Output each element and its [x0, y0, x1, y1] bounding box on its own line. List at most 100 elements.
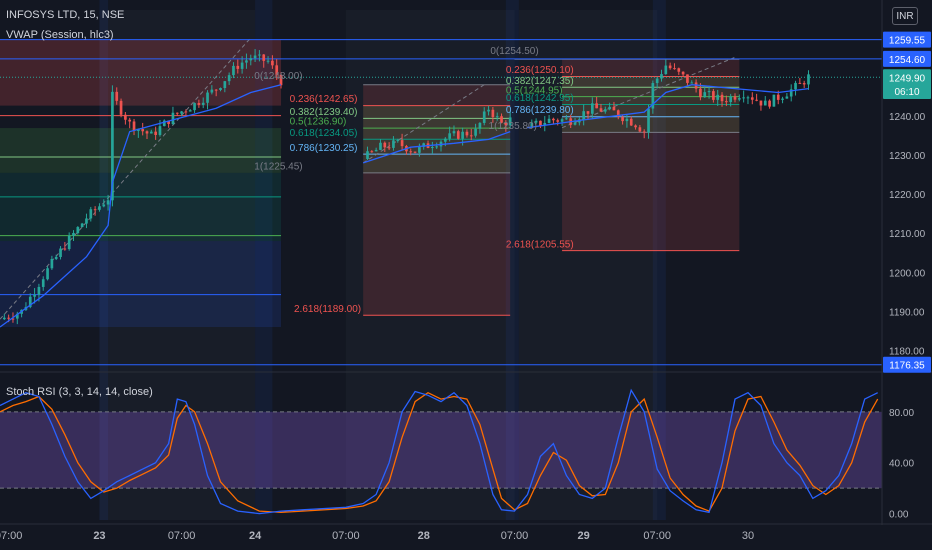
stoch-k-line [0, 388, 878, 515]
candle-body [197, 103, 201, 105]
candle-body [422, 143, 426, 147]
candle-body [789, 89, 793, 97]
candle-body [508, 117, 512, 126]
candle-body [582, 111, 586, 120]
candle-body [33, 294, 36, 297]
vwap-segment [0, 84, 282, 328]
candle-body [534, 120, 538, 123]
candle-body [794, 82, 797, 90]
candle-body [478, 122, 482, 129]
price-badge-label: 1249.90 [889, 73, 926, 84]
time-tick-label: 07:00 [332, 530, 360, 542]
candle-body [115, 91, 119, 101]
candle-body [461, 131, 464, 139]
session-band [345, 10, 515, 520]
candle-body [141, 129, 145, 132]
vwap-legend[interactable]: VWAP (Session, hlc3) [6, 29, 114, 41]
vwap-segment [527, 84, 809, 129]
candle-body [634, 125, 637, 128]
fib-level-label: 0.786(1239.80) [506, 105, 574, 116]
fib-zone [0, 39, 282, 106]
candle-body [266, 60, 270, 62]
currency-badge[interactable]: INR [892, 7, 918, 25]
session-marker [505, 0, 519, 520]
time-tick-label: 24 [249, 530, 262, 542]
price-tick-label: 1220.00 [889, 190, 926, 201]
candle-body [599, 108, 603, 112]
candle-body [379, 142, 382, 150]
fib-level-label: 0.5(1236.90) [290, 117, 347, 128]
price-tick-label: 1210.00 [889, 229, 926, 240]
candle-body [729, 96, 733, 103]
candle-body [530, 122, 534, 128]
stoch-rsi-legend[interactable]: Stoch RSI (3, 3, 14, 14, close) [6, 386, 153, 398]
stoch-tick-label: 80.00 [889, 408, 914, 419]
candle-body [603, 109, 607, 112]
candle-body [448, 133, 451, 139]
candle-body [85, 218, 88, 224]
candle-body [219, 88, 222, 90]
candle-body [124, 114, 127, 120]
candle-body [223, 81, 227, 89]
candle-body [2, 317, 6, 320]
candle-body [171, 112, 175, 124]
candle-body [737, 98, 741, 100]
candle-body [409, 151, 413, 153]
price-badge [883, 69, 931, 86]
symbol-title[interactable]: INFOSYS LTD, 15, NSE [6, 9, 125, 21]
time-tick-label: 07:00 [168, 530, 196, 542]
candle-body [543, 122, 547, 126]
candle-body [400, 140, 404, 147]
fib-zone [0, 128, 282, 173]
candle-body [755, 99, 758, 101]
price-tick-label: 1230.00 [889, 151, 926, 162]
candle-body [746, 97, 750, 99]
candle-body [608, 106, 611, 110]
candle-body [565, 118, 568, 120]
candle-body [37, 286, 41, 295]
candle-body [149, 131, 153, 134]
session-band [518, 10, 658, 520]
candle-body [612, 106, 616, 111]
candle-body [180, 111, 183, 114]
candle-body [590, 103, 594, 114]
price-tick-label: 1180.00 [889, 346, 925, 357]
candle-body [681, 71, 685, 75]
fib-zone [363, 84, 511, 316]
candle-body [15, 313, 19, 319]
candle-body [465, 131, 469, 136]
stoch-d-line [0, 391, 879, 514]
fib-level-label: 0.5(1244.95) [506, 85, 563, 96]
candle-body [552, 118, 555, 121]
fib-zone [0, 172, 282, 242]
candle-body [137, 129, 140, 131]
candle-body [443, 138, 447, 142]
candle-body [41, 279, 45, 287]
candle-body [725, 101, 728, 103]
candle-body [11, 318, 15, 320]
candle-body [629, 118, 633, 126]
candle-body [111, 91, 114, 201]
candle-body [720, 94, 724, 102]
candle-body [167, 120, 170, 124]
candle-body [655, 78, 659, 84]
candle-body [119, 100, 123, 115]
horizontal-lines [0, 39, 882, 366]
candle-body [699, 88, 702, 98]
session-band [99, 10, 256, 520]
candle-body [625, 118, 629, 122]
candle-body [374, 149, 378, 152]
candle-body [807, 74, 810, 85]
candle-body [712, 91, 715, 100]
candle-body [573, 122, 577, 125]
candle-body [214, 89, 218, 91]
candle-body [452, 131, 456, 134]
candle-body [383, 142, 387, 148]
candle-body [54, 256, 58, 259]
candle-body [642, 131, 646, 133]
candle-body [396, 140, 400, 142]
candle-body [763, 100, 767, 106]
candle-body [660, 74, 663, 79]
